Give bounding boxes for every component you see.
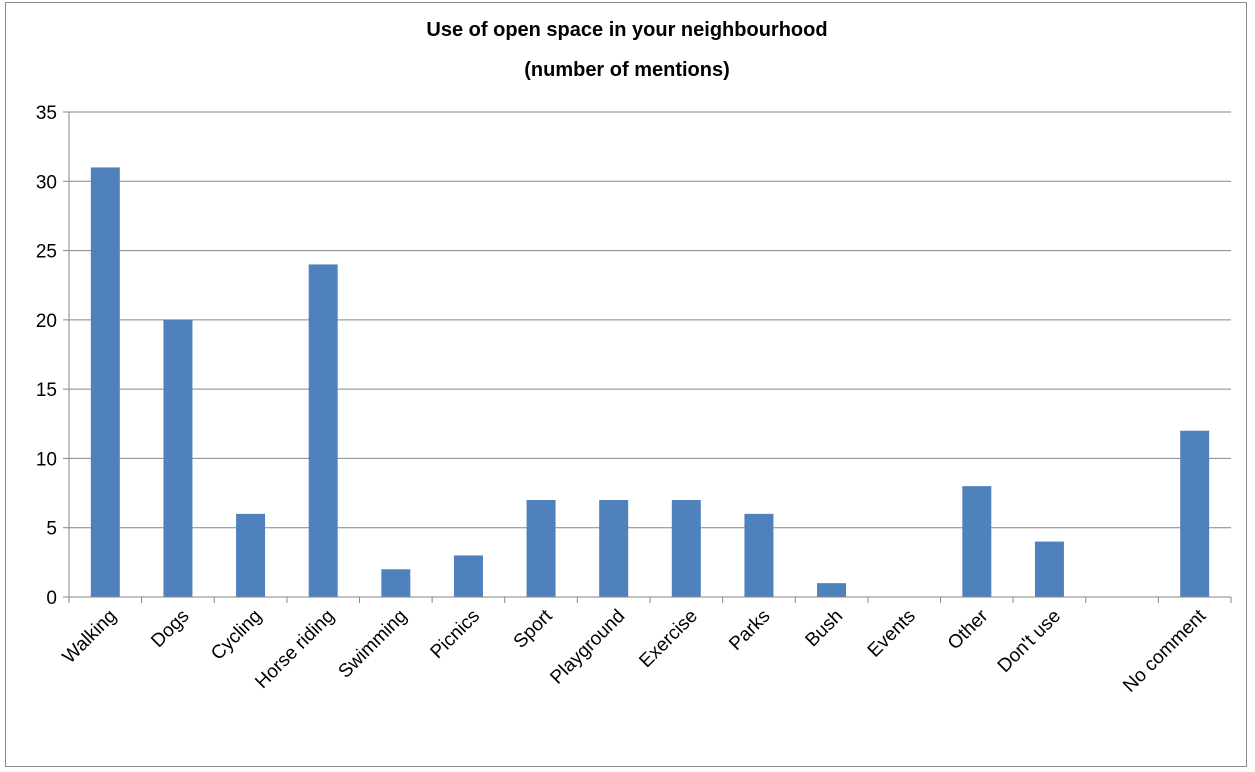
x-category-label: Sport xyxy=(510,605,557,652)
y-tick-label: 15 xyxy=(36,380,57,401)
bar xyxy=(1180,430,1210,597)
y-tick-label: 35 xyxy=(36,103,57,124)
chart-frame: Use of open space in your neighbourhood … xyxy=(5,2,1247,767)
y-tick-label: 5 xyxy=(46,519,57,540)
x-category-label: Don't use xyxy=(994,606,1065,677)
y-axis-tick-labels: 0 5 10 15 20 25 30 35 xyxy=(36,103,57,609)
y-tick-label: 20 xyxy=(36,311,57,332)
bar xyxy=(526,500,556,597)
bar xyxy=(1034,541,1064,597)
bar xyxy=(308,264,338,597)
axes xyxy=(68,112,1232,603)
chart-title-line-2: (number of mentions) xyxy=(524,59,730,81)
bar xyxy=(962,486,992,597)
y-tick-label: 10 xyxy=(36,449,57,470)
chart-title-line-1: Use of open space in your neighbourhood xyxy=(426,19,827,41)
x-category-label: No comment xyxy=(1119,605,1211,697)
x-category-label: Other xyxy=(944,605,993,654)
bar xyxy=(599,500,629,597)
x-category-label: Walking xyxy=(59,606,121,668)
bar xyxy=(236,513,266,597)
x-category-label: Bush xyxy=(802,606,847,651)
bar xyxy=(671,500,701,597)
x-category-label: Cycling xyxy=(207,606,266,665)
x-category-label: Picnics xyxy=(427,606,484,663)
y-tick-label: 25 xyxy=(36,242,57,263)
bar xyxy=(163,319,193,597)
x-category-label: Playground xyxy=(546,606,629,689)
bar-chart: Use of open space in your neighbourhood … xyxy=(36,19,1232,697)
bars xyxy=(90,167,1210,597)
x-category-label: Exercise xyxy=(635,606,701,672)
x-category-label: Parks xyxy=(725,606,774,655)
x-category-label: Dogs xyxy=(147,606,193,652)
bar xyxy=(817,583,847,597)
bar xyxy=(381,569,411,597)
x-category-label: Events xyxy=(864,606,920,662)
bar xyxy=(90,167,120,597)
x-category-label: Swimming xyxy=(335,606,412,683)
bar xyxy=(744,513,774,597)
bar xyxy=(453,555,483,597)
y-tick-label: 30 xyxy=(36,172,57,193)
y-tick-label: 0 xyxy=(46,588,57,609)
x-category-label: Horse riding xyxy=(251,606,338,693)
